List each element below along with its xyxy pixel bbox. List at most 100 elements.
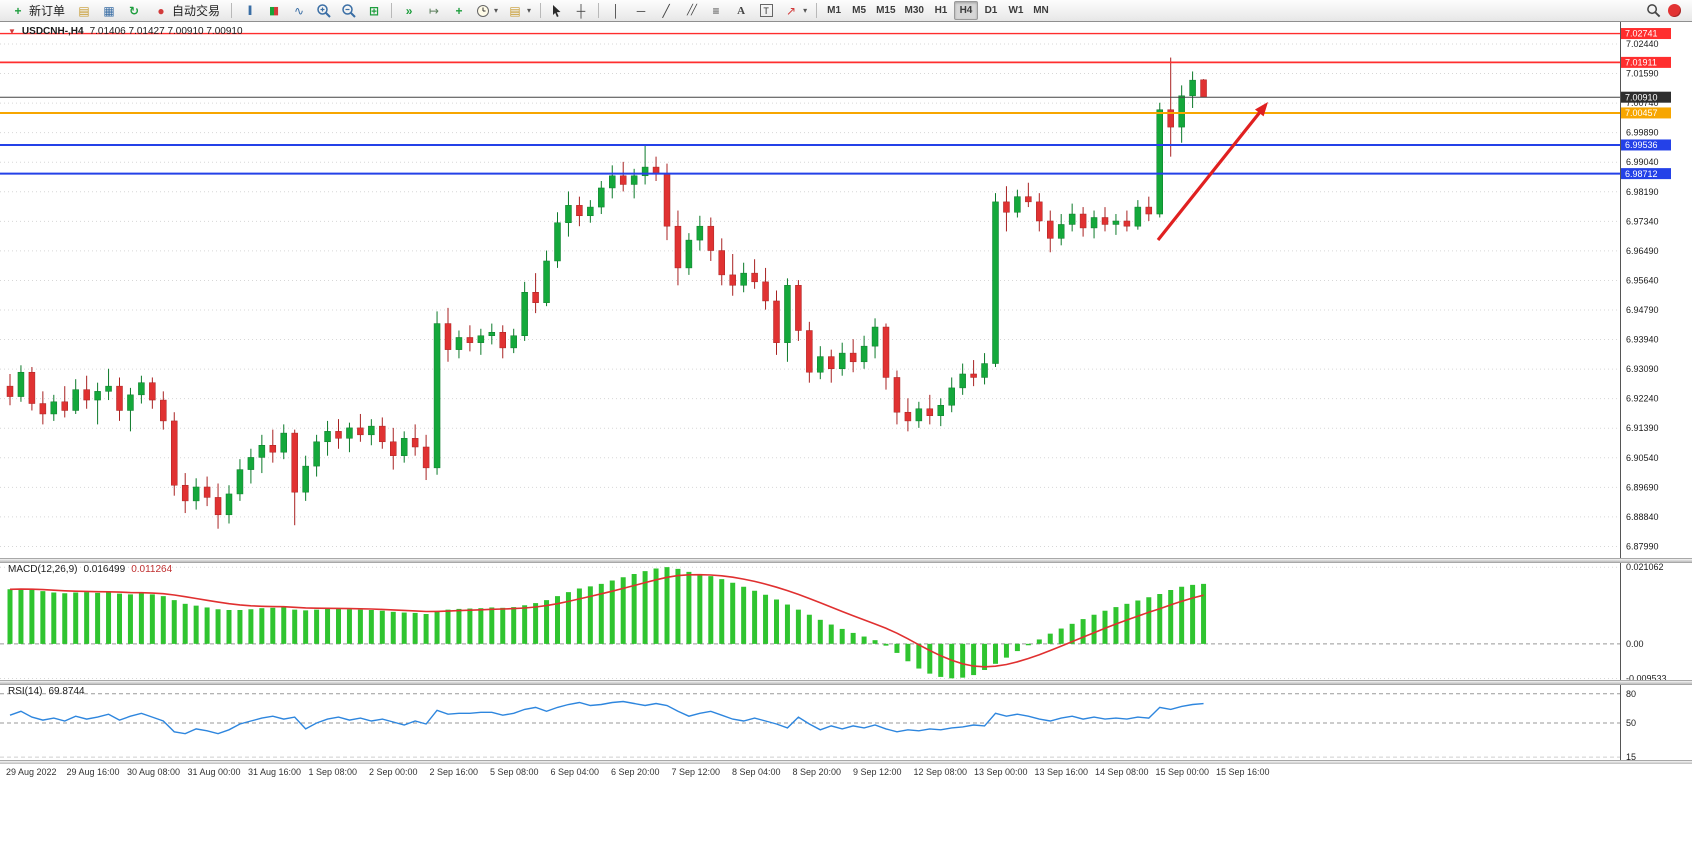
- macd-name: MACD(12,26,9): [8, 564, 78, 575]
- indicators-icon: +: [455, 3, 463, 18]
- trendline-icon: ╱: [662, 3, 670, 18]
- timeframe-button-d1[interactable]: D1: [979, 1, 1003, 20]
- chart-shift-icon: ↦: [429, 3, 440, 18]
- refresh-icon: ↻: [128, 3, 140, 18]
- price-axis-label: 6.96490: [1626, 246, 1659, 256]
- price-axis-label: 7.01590: [1626, 69, 1659, 79]
- chart-title: ▼ USDCNH-,H4 7.01406 7.01427 7.00910 7.0…: [8, 26, 243, 37]
- chart-shift-button[interactable]: ↦: [422, 1, 446, 20]
- toolbar-separator: [391, 3, 393, 18]
- timeframe-button-m30[interactable]: M30: [901, 1, 928, 20]
- channel-icon: ╱╱: [687, 4, 697, 16]
- toolbar-right: [1646, 3, 1688, 18]
- time-axis-label: 29 Aug 2022: [6, 767, 57, 777]
- time-axis-label: 31 Aug 00:00: [187, 767, 241, 777]
- macd-axis-label: 0.021062: [1626, 562, 1664, 572]
- zoom-out-button[interactable]: [337, 1, 361, 20]
- auto-scroll-icon: »: [405, 3, 413, 18]
- hline-badge: [1621, 168, 1671, 180]
- new-order-button[interactable]: + 新订单: [4, 1, 71, 20]
- crosshair-button[interactable]: ┼: [569, 1, 593, 20]
- profiles-button[interactable]: ▦: [97, 1, 121, 20]
- time-axis[interactable]: 29 Aug 2022 29 Aug 16:00 30 Aug 08:00 31 Au…: [0, 764, 1692, 780]
- chart-symbol-icon: ▼: [8, 27, 16, 36]
- text-label-button[interactable]: T: [754, 1, 778, 20]
- timeframe-button-h1[interactable]: H1: [929, 1, 953, 20]
- auto-scroll-button[interactable]: »: [397, 1, 421, 20]
- price-axis-label: 7.00740: [1626, 98, 1659, 108]
- line-chart-icon: ∿: [294, 3, 305, 18]
- chart-window[interactable]: 7.02440 7.01590 7.00740 6.99890 6.99040 6.981…: [0, 22, 1692, 780]
- price-axis-label: 6.99890: [1626, 128, 1659, 138]
- rsi-indicator-label: RSI(14) 69.8744: [8, 686, 85, 697]
- cursor-button[interactable]: [546, 1, 568, 20]
- zoom-in-button[interactable]: [312, 1, 336, 20]
- candlestick-series: [6, 57, 1207, 529]
- price-axis-label: 6.98190: [1626, 187, 1659, 197]
- refresh-button[interactable]: ↻: [122, 1, 146, 20]
- panel-separator-macd[interactable]: [0, 558, 1692, 563]
- zoom-out-icon: [342, 3, 356, 18]
- price-axis-label: 6.88840: [1626, 512, 1659, 522]
- notification-badge[interactable]: [1668, 4, 1681, 17]
- channel-button[interactable]: ╱╱: [679, 1, 703, 20]
- timeframe-button-h4[interactable]: H4: [953, 1, 978, 20]
- rsi-axis-label: 15: [1626, 752, 1636, 762]
- macd-indicator-label: MACD(12,26,9) 0.016499 0.011264: [8, 564, 172, 575]
- panel-separator-rsi[interactable]: [0, 680, 1692, 685]
- text-tool-button[interactable]: A: [729, 1, 753, 20]
- trend-arrow[interactable]: [1156, 108, 1264, 241]
- price-axis-label: 7.02440: [1626, 39, 1659, 49]
- new-chart-button[interactable]: ▤: [72, 1, 96, 20]
- macd-main-value: 0.016499: [83, 564, 126, 575]
- new-order-icon: +: [14, 3, 22, 18]
- autotrading-icon: ●: [157, 3, 165, 18]
- arrows-tool-button[interactable]: ↗ ▾: [779, 1, 811, 20]
- time-axis-label: 15 Sep 00:00: [1155, 767, 1210, 777]
- main-toolbar: + 新订单 ▤ ▦ ↻ ● 自动交易 ||| ▮ ▮ ∿ ⊞ » ↦ + ▾ ▤ ▾…: [0, 0, 1692, 22]
- templates-button[interactable]: ▤ ▾: [503, 1, 535, 20]
- search-icon[interactable]: [1646, 3, 1661, 18]
- price-axis-label: 6.91390: [1626, 423, 1659, 433]
- candlestick-chart-button[interactable]: ▮ ▮: [262, 1, 286, 20]
- periods-button[interactable]: ▾: [472, 1, 502, 20]
- time-axis-label: 8 Sep 04:00: [732, 767, 781, 777]
- chart-canvas[interactable]: 7.02440 7.01590 7.00740 6.99890 6.99040 6.981…: [0, 22, 1692, 764]
- fibonacci-button[interactable]: ≡: [704, 1, 728, 20]
- profiles-icon: ▦: [103, 3, 115, 18]
- toolbar-separator: [540, 3, 542, 18]
- periods-clock-icon: [477, 4, 490, 17]
- time-axis-label: 9 Sep 12:00: [853, 767, 902, 777]
- time-axis-label: 14 Sep 08:00: [1095, 767, 1149, 777]
- bar-chart-button[interactable]: |||: [237, 1, 261, 20]
- autotrading-button[interactable]: ● 自动交易: [147, 1, 226, 20]
- time-axis-label: 12 Sep 08:00: [913, 767, 968, 777]
- timeframe-button-mn[interactable]: MN: [1029, 1, 1053, 20]
- tile-windows-button[interactable]: ⊞: [362, 1, 386, 20]
- vertical-line-icon: │: [612, 3, 620, 18]
- indicators-button[interactable]: +: [447, 1, 471, 20]
- price-axis-label: 6.92240: [1626, 394, 1659, 404]
- price-axis-label: 6.89690: [1626, 482, 1659, 492]
- price-axis-label: 6.99040: [1626, 157, 1659, 167]
- timeframe-button-m15[interactable]: M15: [872, 1, 899, 20]
- fibonacci-icon: ≡: [712, 3, 720, 18]
- trendline-button[interactable]: ╱: [654, 1, 678, 20]
- time-axis-label: 6 Sep 04:00: [550, 767, 600, 777]
- rsi-axis-label: 50: [1626, 718, 1636, 728]
- timeframe-button-m5[interactable]: M5: [847, 1, 871, 20]
- new-chart-icon: ▤: [78, 3, 90, 18]
- rsi-line: [9, 700, 1204, 735]
- rsi-value: 69.8744: [48, 686, 85, 697]
- timeframe-button-w1[interactable]: W1: [1004, 1, 1028, 20]
- vertical-line-button[interactable]: │: [604, 1, 628, 20]
- timeframe-button-m1[interactable]: M1: [822, 1, 846, 20]
- line-chart-button[interactable]: ∿: [287, 1, 311, 20]
- horizontal-line-button[interactable]: ─: [629, 1, 653, 20]
- time-axis-label: 29 Aug 16:00: [66, 767, 120, 777]
- time-axis-label: 30 Aug 08:00: [127, 767, 181, 777]
- hline-badge-label: 7.00457: [1625, 108, 1658, 118]
- hline-badge: [1621, 28, 1671, 40]
- bar-chart-icon: |||: [247, 4, 252, 16]
- price-axis-label: 6.87990: [1626, 541, 1659, 551]
